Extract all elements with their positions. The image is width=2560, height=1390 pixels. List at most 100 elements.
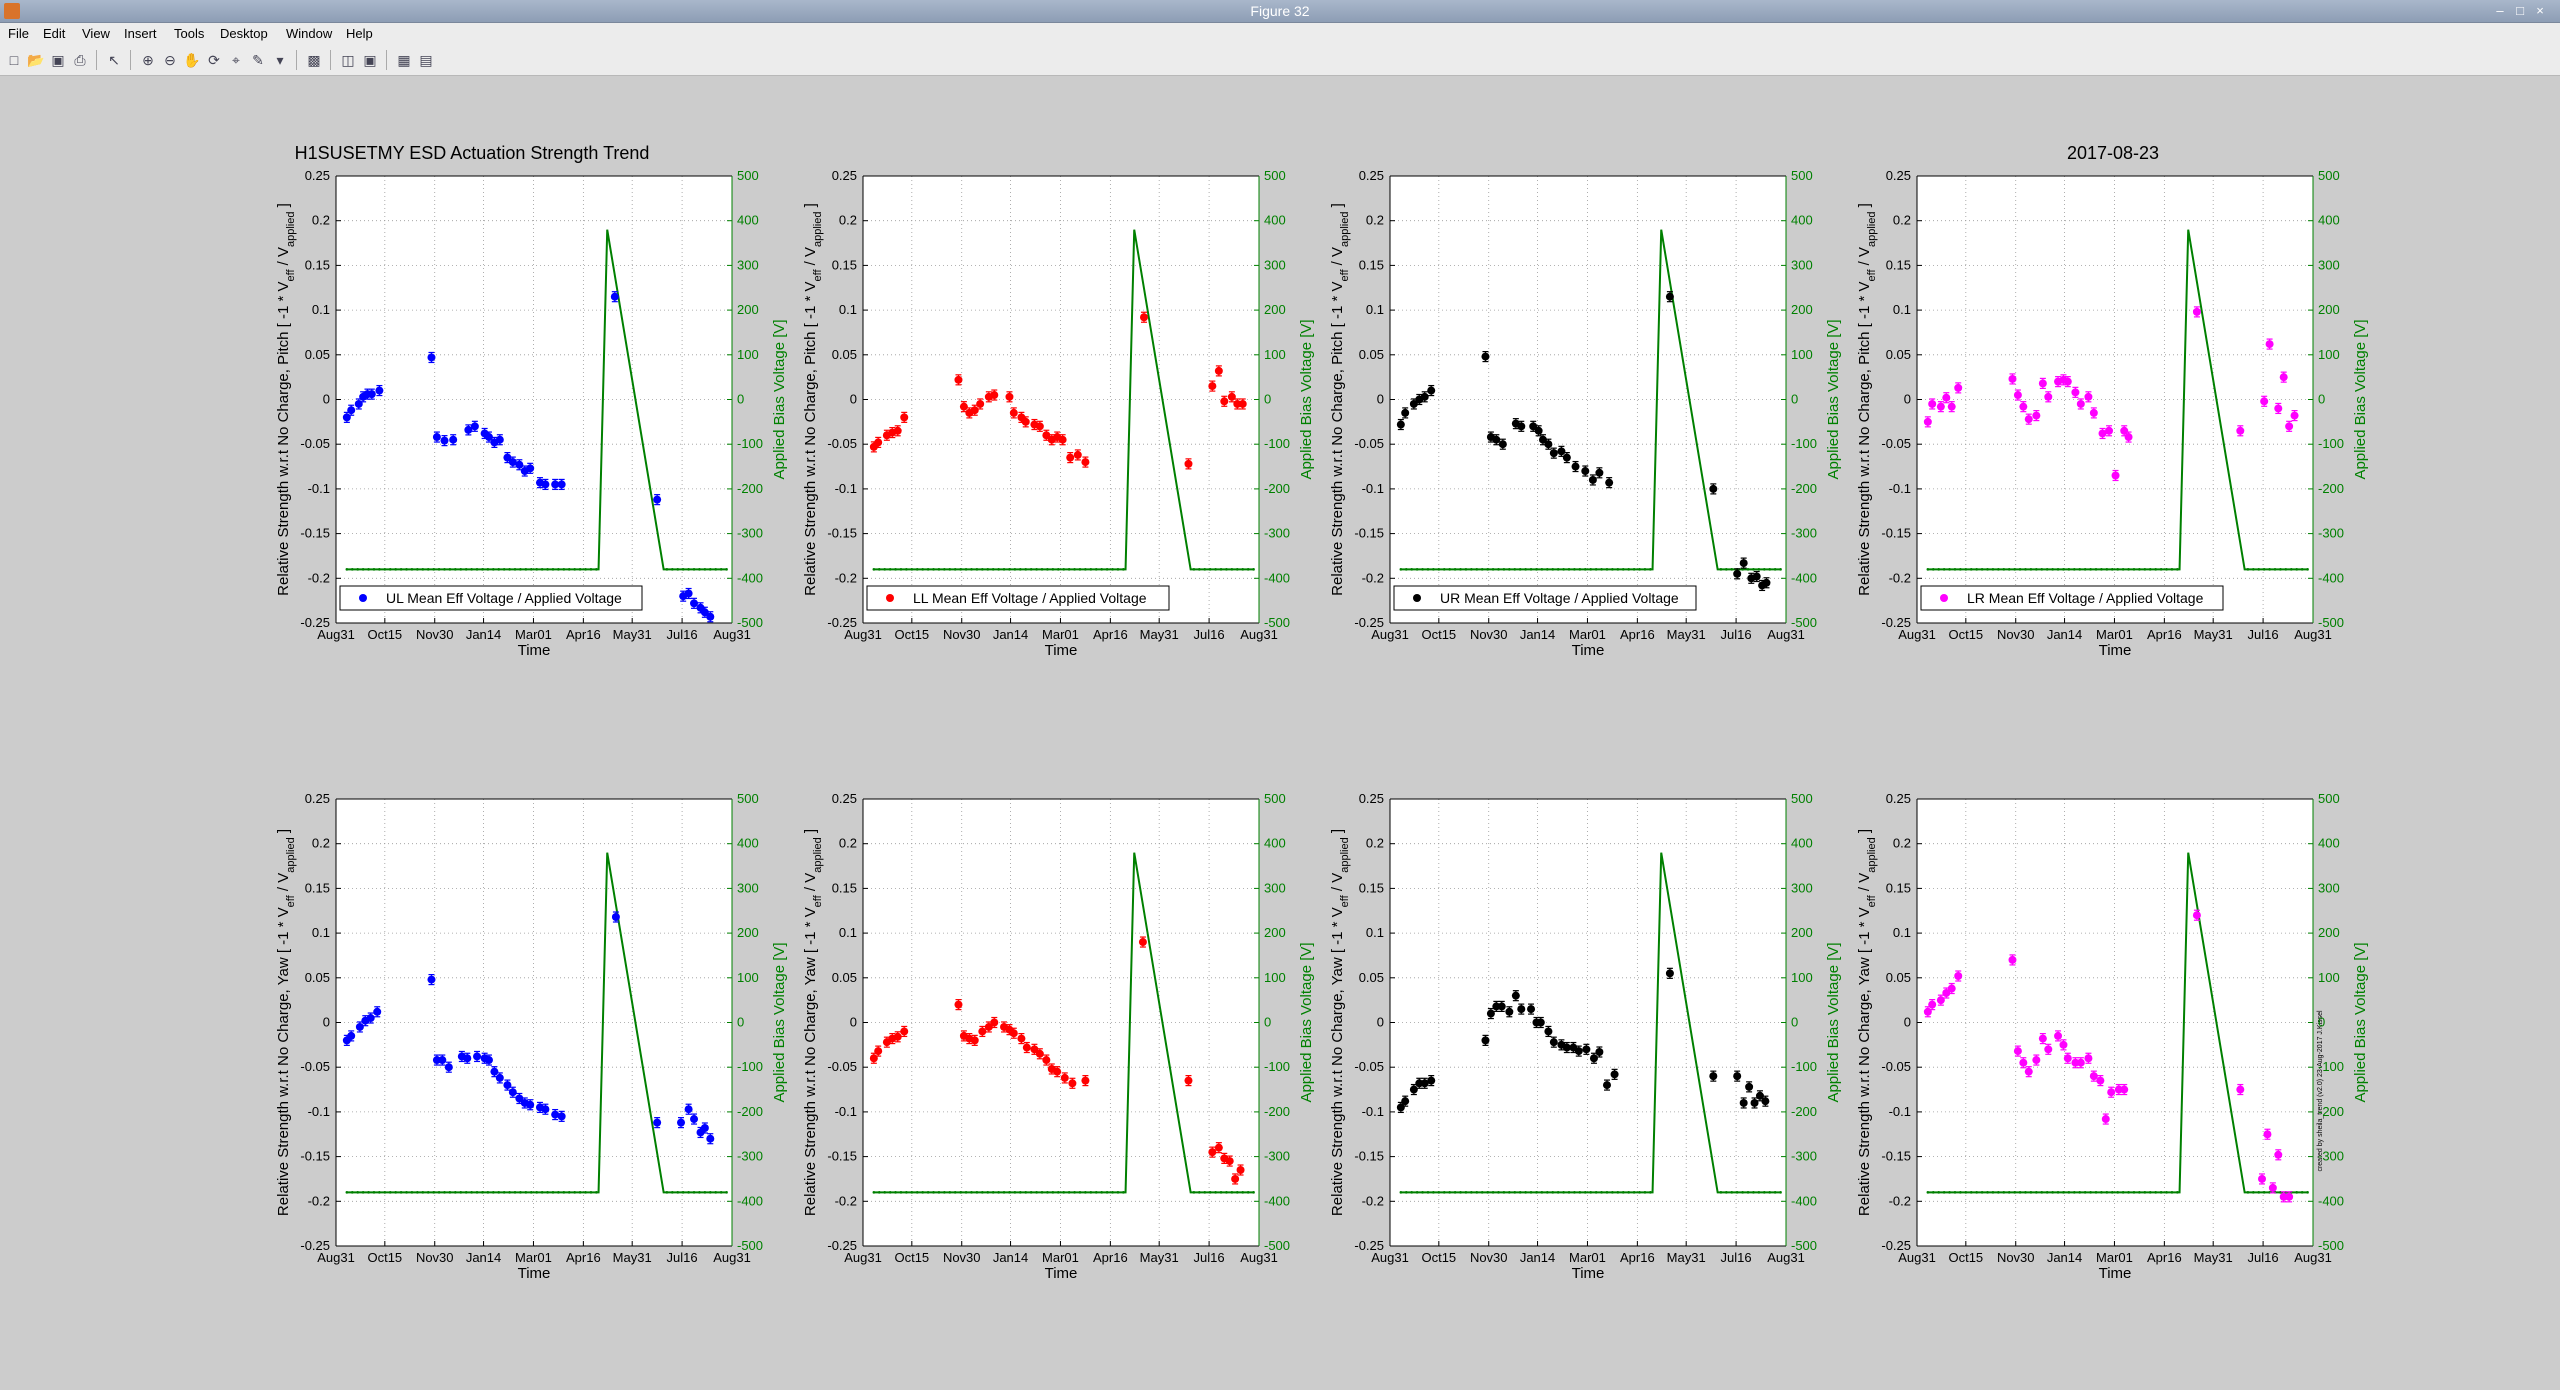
print-icon[interactable]: ⎙ [74,52,86,68]
bias-voltage-marker [356,568,359,571]
bias-voltage-marker [2083,1191,2087,1194]
y-tick-label: 0.15 [1359,880,1384,895]
show-plot-tools-icon[interactable]: ▦ [397,52,411,68]
bias-voltage-marker [2159,1191,2163,1194]
data-point [954,375,963,384]
x-tick-label: Oct15 [1948,1250,1983,1265]
bias-voltage-marker [345,568,349,571]
save-icon[interactable]: ▣ [51,52,65,68]
zoom-in-icon[interactable]: ⊕ [142,52,154,68]
bias-voltage-marker [1567,1191,1571,1194]
data-point [1761,1097,1770,1106]
y2-tick-label: 0 [737,1015,744,1030]
data-point [893,426,902,435]
bias-voltage-marker [1459,1191,1462,1194]
bias-voltage-marker [1246,1191,1250,1194]
y2-axis-label: Applied Bias Voltage [V] [2352,319,2369,479]
link-icon[interactable]: ▾ [276,52,284,68]
bias-voltage-marker [529,568,533,571]
hide-plot-tools-icon[interactable]: ▣ [363,52,377,68]
menu-tools[interactable]: Tools [174,26,205,41]
bias-voltage-marker [981,1191,984,1194]
pan-hand-icon[interactable]: ✋ [183,52,201,68]
data-point [2063,377,2072,386]
y-axis-label: Relative Strength w.r.t No Charge, Yaw [… [1329,829,1351,1216]
bias-voltage-marker [497,1191,501,1194]
data-point [473,1052,482,1061]
bias-voltage-marker [421,568,425,571]
zoom-out-icon[interactable]: ⊖ [164,52,176,68]
dock-icon[interactable]: ▤ [419,52,433,68]
y-tick-label: -0.1 [308,1104,330,1119]
y-tick-label: 0.1 [1366,302,1384,317]
data-point [1035,1049,1044,1058]
data-point [2013,1047,2022,1056]
y2-tick-label: -200 [737,481,763,496]
bias-voltage-marker [426,568,430,571]
close-button[interactable]: × [2536,3,2544,18]
bias-voltage-marker [1214,568,1217,571]
bias-voltage-marker [2067,568,2071,571]
data-point [1665,292,1674,301]
bias-voltage-marker [589,1191,593,1194]
y-tick-label: 0.2 [1893,213,1911,228]
open-file-icon[interactable]: 📂 [27,52,45,68]
bias-voltage-marker [2121,1191,2125,1194]
x-tick-label: May31 [2194,1250,2233,1265]
data-point [1588,475,1597,484]
legend-marker [1940,594,1948,602]
bias-voltage-marker [959,1191,962,1194]
bias-voltage-marker [1757,1191,1761,1194]
data-point [1923,1007,1932,1016]
bias-voltage-marker [1719,1191,1723,1194]
maximize-button[interactable]: □ [2516,3,2524,18]
bias-voltage-marker [410,1191,414,1194]
x-tick-label: Aug31 [317,1250,355,1265]
y2-tick-label: 0 [737,392,744,407]
bias-voltage-marker [665,1191,669,1194]
bias-voltage-marker [562,568,566,571]
bias-voltage-marker [1067,1191,1071,1194]
bias-voltage-marker [2105,1191,2109,1194]
y-tick-label: 0.15 [832,257,857,272]
data-point [2024,415,2033,424]
brush-icon[interactable]: ✎ [252,52,264,68]
y2-tick-label: -200 [737,1104,763,1119]
bias-voltage-marker [719,1191,723,1194]
data-point [2285,422,2294,431]
legend-icon[interactable]: ◫ [341,52,355,68]
minimize-button[interactable]: – [2496,3,2504,18]
new-figure-icon[interactable]: □ [9,52,19,68]
menu-help[interactable]: Help [346,26,373,41]
data-cursor-icon[interactable]: ⌖ [232,52,240,68]
bias-voltage-marker [1611,568,1614,571]
legend: UL Mean Eff Voltage / Applied Voltage [339,585,643,611]
menu-window[interactable]: Window [286,26,333,41]
data-point [1481,1036,1490,1045]
menu-insert[interactable]: Insert [124,26,157,41]
menu-edit[interactable]: Edit [43,26,66,41]
x-tick-label: Oct15 [367,627,402,642]
y2-tick-label: 100 [1791,347,1813,362]
y2-tick-label: 500 [1791,168,1813,183]
bias-voltage-marker [378,1191,381,1194]
bias-voltage-marker [481,1191,484,1194]
bias-voltage-marker [1035,1191,1038,1194]
bias-voltage-marker [2105,568,2109,571]
data-point [526,1100,535,1109]
y2-tick-label: 0 [1791,1015,1798,1030]
bias-voltage-marker [345,1191,349,1194]
menu-desktop[interactable]: Desktop [220,26,268,41]
bias-voltage-marker [877,1191,881,1194]
y-axis-label: Relative Strength w.r.t No Charge, Pitch… [1329,203,1351,596]
menu-view[interactable]: View [82,26,110,41]
rotate-icon[interactable]: ⟳ [208,52,220,68]
data-point [2071,388,2080,397]
data-point [1527,1005,1536,1014]
menu-file[interactable]: File [8,26,29,41]
data-point [2111,471,2120,480]
bias-voltage-marker [540,568,544,571]
subplot-ll-yaw: -0.25 -0.2 -0.15 -0.1 -0.05 0 0.05 0.1 0.15 0.2 0.… [802,791,1315,1282]
colorbar-icon[interactable]: ▩ [307,52,321,68]
select-arrow-icon[interactable]: ↖ [108,52,120,68]
